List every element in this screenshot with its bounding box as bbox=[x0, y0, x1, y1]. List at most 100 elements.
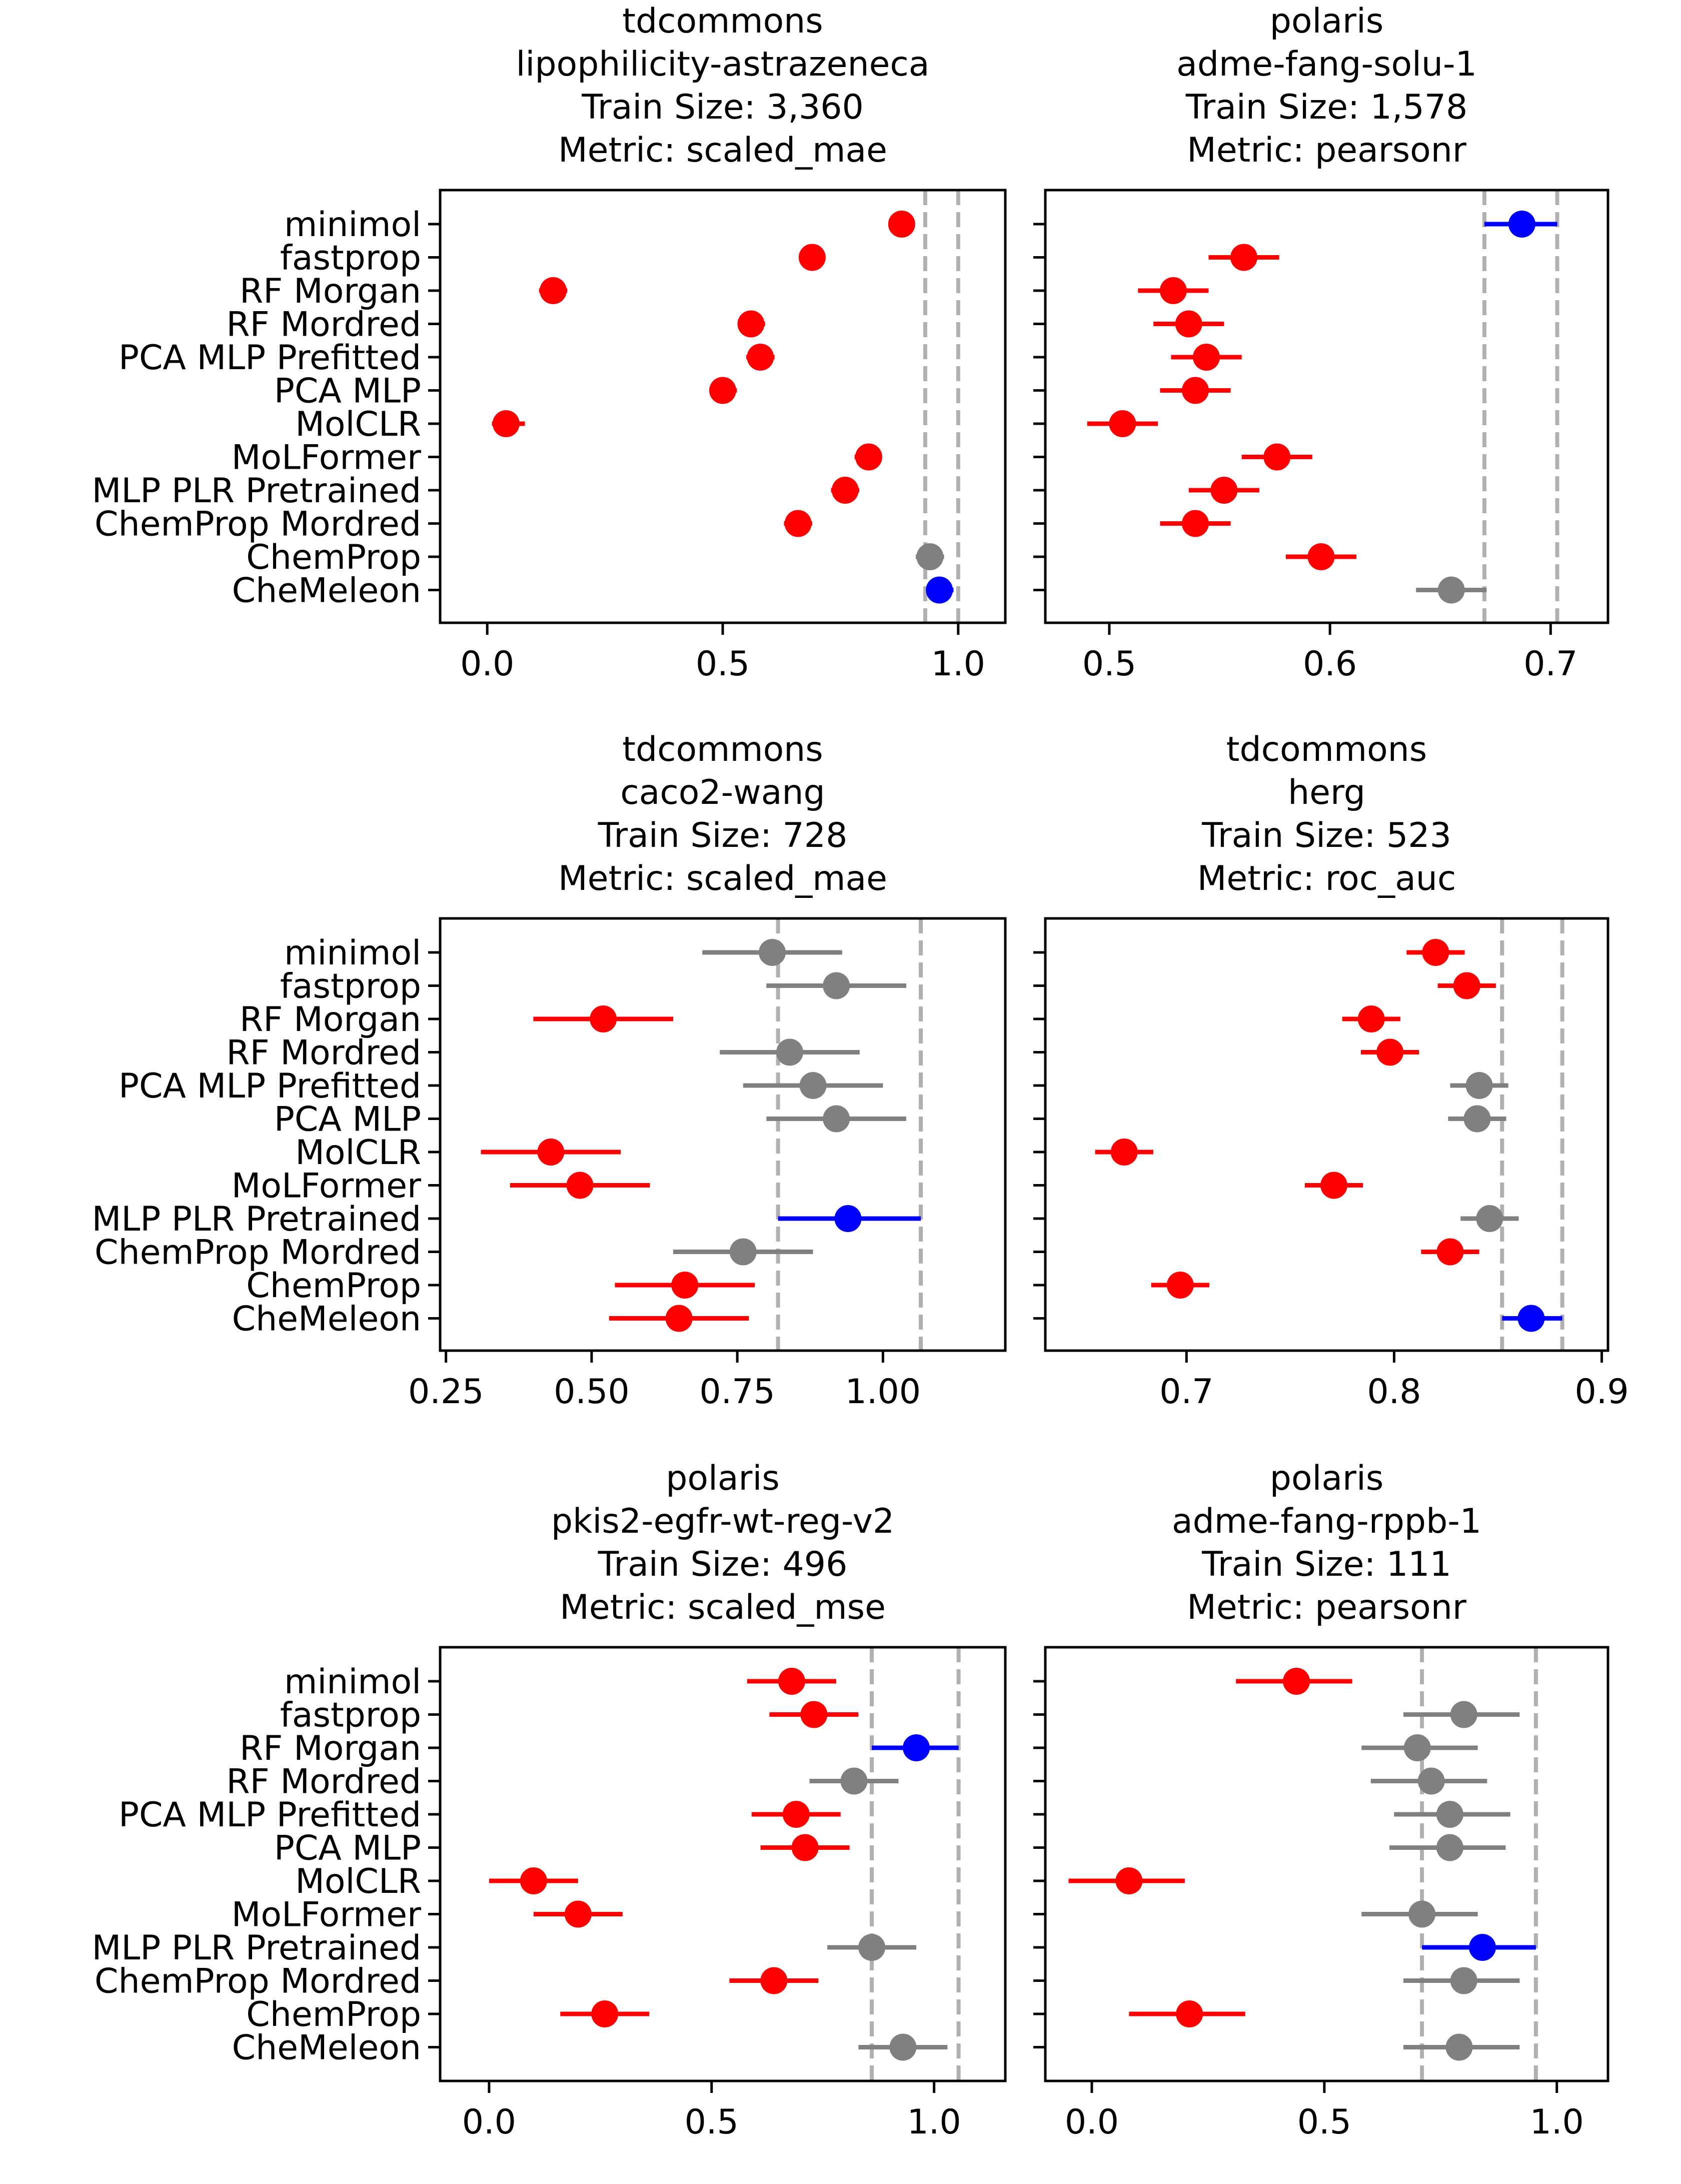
data-point bbox=[1476, 1205, 1503, 1232]
x-tick-label: 0.0 bbox=[462, 2102, 516, 2142]
data-point bbox=[1517, 1305, 1545, 1332]
x-tick-label: 1.0 bbox=[1530, 2102, 1584, 2142]
data-point bbox=[1450, 1701, 1477, 1728]
data-point bbox=[1115, 1867, 1143, 1894]
data-point bbox=[1357, 1005, 1385, 1032]
data-point bbox=[492, 410, 520, 437]
data-point bbox=[1109, 410, 1136, 437]
data-point bbox=[823, 972, 850, 999]
panel-title-line: polaris bbox=[1270, 2, 1384, 41]
axes-frame bbox=[1044, 917, 1609, 1352]
y-tick-label: fastprop bbox=[280, 1696, 421, 1735]
panel-title-line: Train Size: 3,360 bbox=[581, 88, 864, 127]
data-point bbox=[1445, 2033, 1473, 2061]
y-tick-label: PCA MLP Prefitted bbox=[119, 338, 421, 378]
panel-title-line: tdcommons bbox=[1226, 730, 1427, 769]
y-tick-label: MolCLR bbox=[295, 1133, 421, 1173]
x-tick-label: 1.0 bbox=[931, 644, 985, 684]
y-tick-label: minimol bbox=[284, 1662, 421, 1702]
data-point bbox=[858, 1934, 886, 1961]
panel-title-line: Metric: pearsonr bbox=[1187, 131, 1466, 170]
axes-frame bbox=[439, 917, 1007, 1352]
panel-title-line: herg bbox=[1288, 773, 1365, 812]
data-point bbox=[1465, 1072, 1493, 1099]
data-point bbox=[537, 1139, 565, 1166]
y-tick-label: ChemProp bbox=[246, 1995, 421, 2034]
data-point bbox=[1176, 2000, 1203, 2027]
y-tick-label: PCA MLP bbox=[274, 1829, 421, 1868]
y-tick-label: RF Morgan bbox=[240, 1000, 421, 1039]
data-point bbox=[926, 576, 953, 604]
panel-title-line: caco2-wang bbox=[620, 773, 825, 812]
panel-title-line: Train Size: 111 bbox=[1201, 1545, 1451, 1584]
data-point bbox=[888, 211, 915, 238]
data-point bbox=[1175, 310, 1202, 338]
panel-title-line: Metric: scaled_mse bbox=[560, 1588, 886, 1627]
panel-title-line: tdcommons bbox=[622, 2, 823, 41]
y-tick-label: fastprop bbox=[280, 967, 421, 1006]
panel-title-line: polaris bbox=[1270, 1459, 1384, 1498]
data-point bbox=[1320, 1172, 1348, 1199]
data-point bbox=[823, 1105, 850, 1133]
data-point bbox=[1417, 1767, 1445, 1795]
panel-title-line: adme-fang-rppb-1 bbox=[1172, 1502, 1481, 1541]
x-tick-label: 0.25 bbox=[408, 1372, 484, 1412]
panel-title-line: polaris bbox=[666, 1459, 780, 1498]
data-point bbox=[729, 1238, 757, 1266]
data-point bbox=[520, 1867, 547, 1894]
data-point bbox=[1376, 1038, 1404, 1066]
data-point bbox=[834, 1205, 862, 1232]
panel-1: tdcommons lipophilicity-astrazeneca Train … bbox=[92, 2, 1007, 684]
x-tick-label: 0.6 bbox=[1303, 644, 1357, 684]
panel-2: polaris adme-fang-solu-1 Train Size: 1,578… bbox=[1033, 2, 1609, 684]
y-tick-label: PCA MLP Prefitted bbox=[119, 1795, 421, 1835]
data-point bbox=[800, 1701, 828, 1728]
data-point bbox=[1263, 443, 1291, 471]
y-tick-label: RF Morgan bbox=[240, 1729, 421, 1768]
data-point bbox=[1307, 543, 1335, 570]
y-tick-label: ChemProp Mordred bbox=[95, 1962, 421, 2001]
data-point bbox=[1182, 377, 1209, 404]
axes-frame bbox=[439, 1646, 1007, 2082]
y-tick-label: MLP PLR Pretrained bbox=[92, 1200, 421, 1239]
data-point bbox=[747, 344, 774, 371]
data-point bbox=[1110, 1139, 1138, 1166]
panel-title-line: Train Size: 1,578 bbox=[1185, 88, 1468, 127]
data-point bbox=[1436, 1834, 1463, 1861]
data-point bbox=[1166, 1272, 1194, 1299]
data-point bbox=[1159, 277, 1187, 304]
x-tick-label: 0.5 bbox=[1297, 2102, 1351, 2142]
y-tick-label: MLP PLR Pretrained bbox=[92, 471, 421, 511]
panel-title-line: Metric: roc_auc bbox=[1197, 859, 1456, 898]
data-point bbox=[1422, 939, 1449, 966]
data-point bbox=[831, 477, 859, 504]
y-tick-label: PCA MLP bbox=[274, 372, 421, 411]
panel-title-line: adme-fang-solu-1 bbox=[1176, 45, 1477, 84]
panel-title-line: Metric: pearsonr bbox=[1187, 1588, 1466, 1627]
y-tick-label: MoLFormer bbox=[232, 1167, 421, 1206]
axes-frame bbox=[1044, 1646, 1609, 2082]
y-tick-label: RF Morgan bbox=[240, 272, 421, 311]
data-point bbox=[540, 277, 567, 304]
data-point bbox=[671, 1272, 699, 1299]
data-point bbox=[1403, 1734, 1431, 1761]
panel-4: tdcommons herg Train Size: 523 Metric: roc_… bbox=[1033, 730, 1629, 1412]
panel-title-line: Train Size: 728 bbox=[598, 816, 848, 855]
axes-frame bbox=[1044, 189, 1609, 624]
data-point bbox=[1436, 1238, 1464, 1266]
panel-title-line: pkis2-egfr-wt-reg-v2 bbox=[551, 1502, 894, 1541]
data-point bbox=[1450, 1967, 1477, 1994]
x-tick-label: 0.8 bbox=[1367, 1372, 1421, 1412]
x-tick-label: 0.7 bbox=[1159, 1372, 1213, 1412]
panel-title-line: lipophilicity-astrazeneca bbox=[516, 45, 930, 84]
data-point bbox=[590, 1005, 617, 1032]
y-tick-label: RF Mordred bbox=[226, 305, 421, 345]
data-point bbox=[1508, 211, 1535, 238]
data-point bbox=[840, 1767, 868, 1795]
y-tick-label: ChemProp bbox=[246, 1266, 421, 1306]
data-point bbox=[709, 377, 736, 404]
y-tick-label: MolCLR bbox=[295, 405, 421, 444]
panel-title-line: Train Size: 496 bbox=[598, 1545, 848, 1584]
y-tick-label: MoLFormer bbox=[232, 438, 421, 478]
x-tick-label: 0.0 bbox=[1065, 2102, 1119, 2142]
